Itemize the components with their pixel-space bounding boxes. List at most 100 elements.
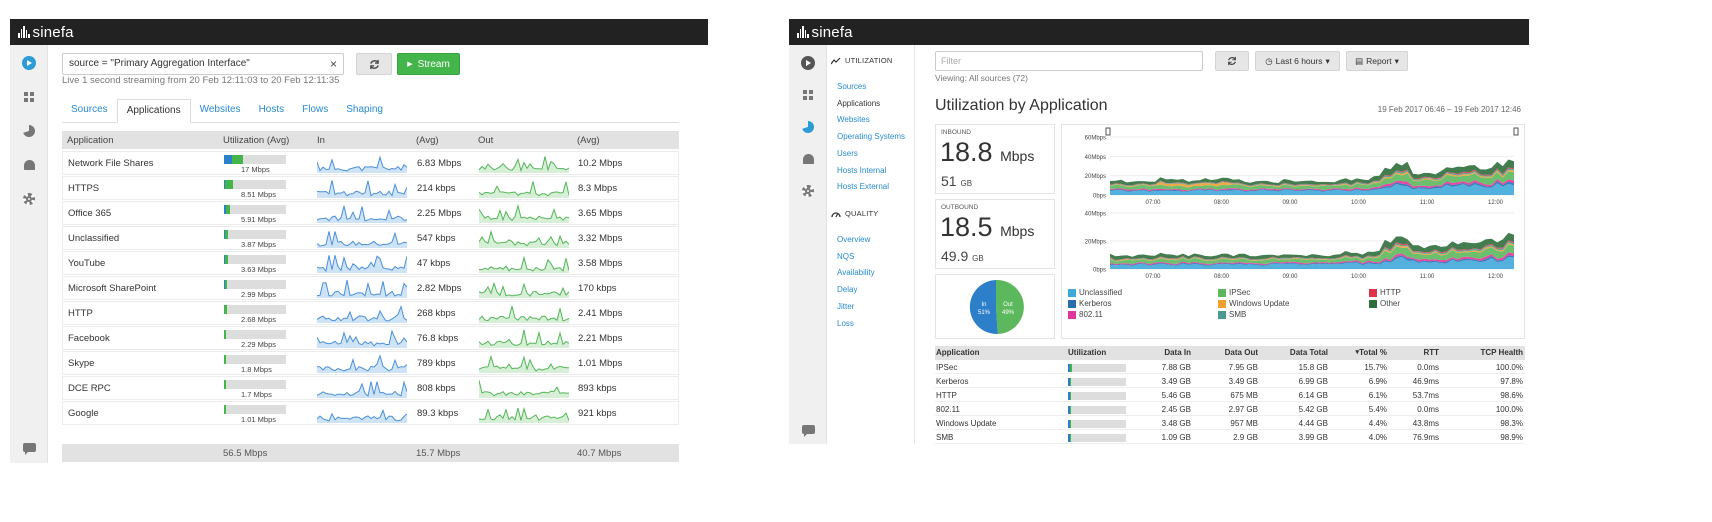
sidebar-item-operating-systems[interactable]: Operating Systems	[837, 132, 906, 142]
clear-icon[interactable]: ×	[329, 57, 337, 71]
tab-hosts[interactable]: Hosts	[258, 104, 285, 115]
column-header[interactable]: Utilization	[1068, 348, 1107, 357]
refresh-button[interactable]	[356, 53, 392, 75]
filter-input[interactable]: Filter	[935, 51, 1203, 71]
column-header[interactable]: In	[317, 135, 325, 146]
legend-item[interactable]: Unclassified	[1068, 288, 1122, 297]
table-row[interactable]: Facebook 2.29 Mbps 76.8 kbps 2.21 Mbps	[62, 326, 679, 350]
column-header[interactable]: TCP Health	[1480, 348, 1523, 357]
table-row[interactable]: Unclassified 3.87 Mbps 547 kbps 3.32 Mbps	[62, 226, 679, 250]
sidebar-item-overview[interactable]: Overview	[837, 235, 871, 244]
report-dropdown[interactable]: ▤ Report ▾	[1346, 51, 1408, 71]
sidebar-item-users[interactable]: Users	[837, 148, 858, 158]
column-header[interactable]: Data Total	[1289, 348, 1328, 357]
dashboard-nav[interactable]	[789, 85, 827, 105]
tab-websites[interactable]: Websites	[199, 104, 241, 115]
column-header[interactable]: RTT	[1423, 348, 1439, 357]
range-handle-right[interactable]	[1513, 127, 1519, 136]
utilization-value: 2.29 Mbps	[241, 340, 277, 349]
cell-app: Windows Update	[936, 419, 997, 428]
live-nav[interactable]	[789, 53, 827, 73]
search-input[interactable]: source = "Primary Aggregation Interface"…	[62, 53, 344, 75]
table-row[interactable]: Windows Update 3.48 GB 957 MB 4.44 GB 4.4% 43…	[935, 417, 1525, 430]
dashboard-nav[interactable]	[10, 87, 48, 107]
report-sidebar: UTILIZATION Sources Applications Websites O…	[827, 45, 915, 444]
settings-nav[interactable]	[10, 189, 48, 209]
table-row[interactable]: IPSec 7.88 GB 7.95 GB 15.8 GB 15.7% 0.0ms 100.…	[935, 361, 1525, 374]
range-handle-left[interactable]	[1105, 127, 1111, 136]
sparkline-line	[317, 354, 407, 372]
app-name: HTTPS	[68, 183, 100, 194]
refresh-button[interactable]	[1215, 51, 1249, 71]
table-row[interactable]: SMB 1.09 GB 2.9 GB 3.99 GB 4.0% 76.9ms 98.9%	[935, 431, 1525, 444]
legend-item[interactable]: IPSec	[1218, 288, 1250, 297]
sidebar-item-hosts-internal[interactable]: Hosts Internal	[837, 165, 887, 175]
column-header[interactable]: (Avg)	[577, 135, 600, 146]
bar-fill-out	[224, 405, 226, 414]
column-header[interactable]: Total %	[1359, 348, 1387, 357]
legend-item[interactable]: Kerberos	[1068, 299, 1111, 308]
table-row[interactable]: 802.11 2.45 GB 2.97 GB 5.42 GB 5.4% 0.0ms 100.…	[935, 403, 1525, 416]
sparkline-area	[317, 410, 407, 423]
table-row[interactable]: YouTube 3.63 Mbps 47 kbps 3.58 Mbps	[62, 251, 679, 275]
table-row[interactable]: Skype 1.8 Mbps 789 kbps 1.01 Mbps	[62, 351, 679, 375]
sidebar-item-websites[interactable]: Websites	[837, 115, 870, 125]
bar-fill-in	[224, 180, 226, 189]
sparkline-area	[317, 157, 407, 173]
sidebar-item-jitter[interactable]: Jitter	[837, 301, 855, 311]
legend-item[interactable]: Other	[1369, 299, 1400, 308]
sidebar-item-loss[interactable]: Loss	[837, 318, 854, 328]
inbound-volume: 51 GB	[941, 173, 972, 189]
analytics-nav[interactable]	[789, 117, 827, 137]
table-row[interactable]: Microsoft SharePoint 2.99 Mbps 2.82 Mbps 17…	[62, 276, 679, 300]
sidebar-item-nqs[interactable]: NQS	[837, 251, 855, 261]
analytics-nav[interactable]	[10, 121, 48, 141]
sidebar-item-delay[interactable]: Delay	[837, 285, 858, 295]
table-row[interactable]: HTTPS 8.51 Mbps 214 kbps 8.3 Mbps	[62, 176, 679, 200]
column-header[interactable]: Out	[478, 135, 494, 146]
bar-fill-in	[1068, 392, 1070, 400]
tab-flows[interactable]: Flows	[302, 104, 329, 115]
table-row[interactable]: DCE RPC 1.7 Mbps 808 kbps 893 kbps	[62, 376, 679, 400]
stream-button[interactable]: ▶ Stream	[397, 53, 460, 75]
column-header[interactable]: Application	[936, 348, 980, 357]
bar-fill-out	[232, 155, 243, 164]
column-header[interactable]: Data In	[1164, 348, 1191, 357]
sidebar-item-sources[interactable]: Sources	[837, 82, 867, 91]
top-bar: sinefa	[10, 19, 708, 45]
table-row[interactable]: Google 1.01 Mbps 89.3 kbps 921 kbps	[62, 401, 679, 425]
time-range-dropdown[interactable]: ◷ Last 6 hours ▾	[1255, 51, 1340, 71]
app-name: DCE RPC	[68, 383, 111, 394]
column-header[interactable]: Utilization (Avg)	[223, 135, 290, 146]
alerts-nav[interactable]	[10, 155, 48, 175]
table-row[interactable]: Kerberos 3.49 GB 3.49 GB 6.99 GB 6.9% 46.9ms 9…	[935, 375, 1525, 388]
outbound-card: OUTBOUND 18.5 Mbps 49.9 GB	[935, 199, 1055, 269]
table-row[interactable]: Office 365 5.91 Mbps 2.25 Mbps 3.65 Mbps	[62, 201, 679, 225]
outbound-rate-value: 18.5	[940, 212, 993, 242]
table-row[interactable]: HTTP 5.46 GB 675 MB 6.14 GB 6.1% 53.7ms 98.6%	[935, 389, 1525, 402]
sinefa-logo[interactable]: sinefa	[18, 24, 74, 41]
settings-nav[interactable]	[789, 181, 827, 201]
table-row[interactable]: Network File Shares 17 Mbps 6.83 Mbps 10.2 …	[62, 151, 679, 175]
legend-item[interactable]: 802.11	[1068, 310, 1103, 319]
tab-applications[interactable]: Applications	[116, 99, 191, 123]
sidebar-item-hosts-external[interactable]: Hosts External	[837, 182, 890, 192]
sparkline-in	[317, 304, 407, 323]
legend-item[interactable]: HTTP	[1369, 288, 1401, 297]
live-nav[interactable]	[10, 53, 48, 73]
column-header[interactable]: (Avg)	[416, 135, 439, 146]
tab-sources[interactable]: Sources	[71, 104, 108, 115]
legend-item[interactable]: Windows Update	[1218, 299, 1289, 308]
column-header[interactable]: Data Out	[1224, 348, 1258, 357]
sinefa-logo[interactable]: sinefa	[797, 24, 853, 41]
chat-nav[interactable]	[10, 437, 48, 457]
alerts-nav[interactable]	[789, 149, 827, 169]
sidebar-item-applications[interactable]: Applications	[837, 98, 881, 108]
sidebar-item-availability[interactable]: Availability	[837, 268, 875, 278]
table-row[interactable]: HTTP 2.68 Mbps 268 kbps 2.41 Mbps	[62, 301, 679, 325]
app-name: Microsoft SharePoint	[68, 283, 157, 294]
column-header[interactable]: Application	[67, 135, 114, 146]
chat-nav[interactable]	[789, 419, 827, 439]
legend-item[interactable]: SMB	[1218, 310, 1246, 319]
tab-shaping[interactable]: Shaping	[346, 104, 383, 115]
